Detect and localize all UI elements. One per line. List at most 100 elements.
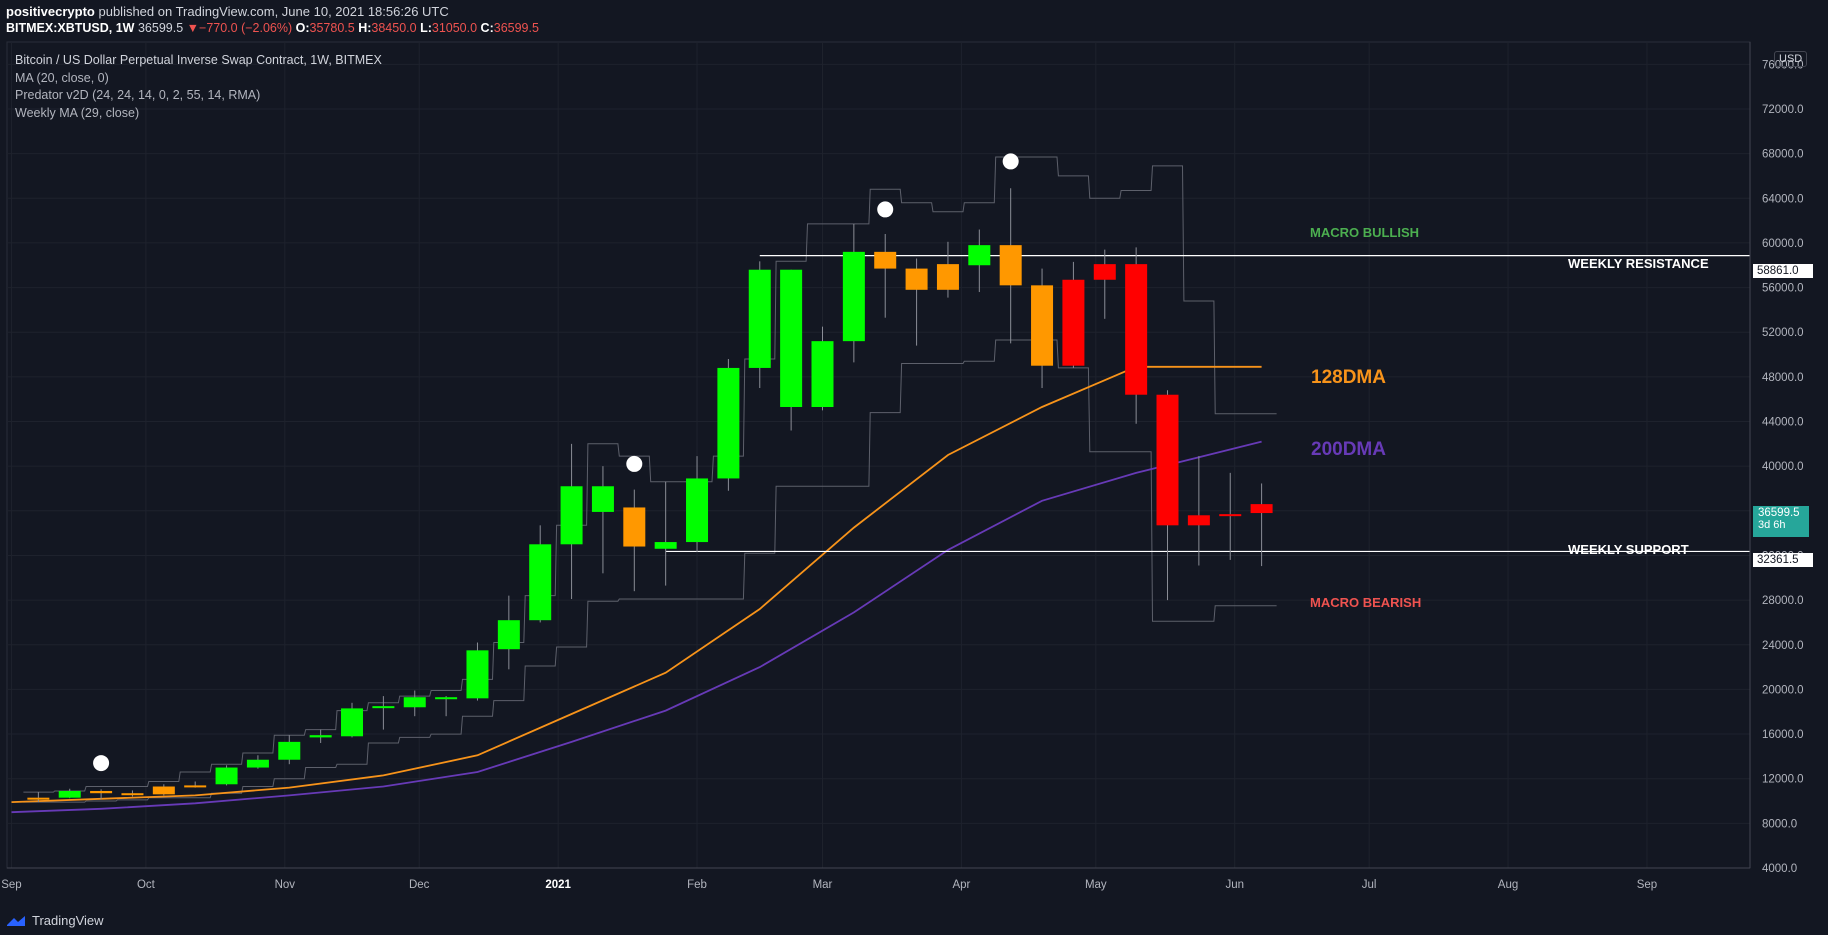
x-tick-label: Feb	[687, 879, 707, 891]
candle-body	[874, 251, 897, 269]
chart-axes: 4000.0 8000.0 12000.0 16000.0 20000.0 24000.0…	[1, 42, 1804, 891]
candle-body	[1219, 514, 1242, 517]
x-tick-label: Apr	[952, 879, 970, 891]
candle-body	[560, 486, 583, 545]
weekly-resistance-label: WEEKLY RESISTANCE	[1568, 256, 1709, 271]
candle-body	[780, 269, 803, 408]
candle-body	[27, 797, 50, 800]
x-tick-label: Oct	[137, 879, 156, 891]
currency-button[interactable]: USD	[1774, 51, 1808, 67]
candle-body	[246, 759, 269, 768]
candle-body	[121, 793, 144, 796]
candle-body	[905, 268, 928, 290]
candle-body	[1062, 279, 1085, 366]
ma-line-200dma	[11, 440, 1262, 814]
y-tick-label: 48000.0	[1762, 372, 1804, 384]
candle-body	[184, 785, 207, 788]
signal-markers	[93, 153, 1019, 772]
candle-body	[152, 786, 175, 795]
header-bar: positivecrypto published on TradingView.…	[0, 0, 1828, 40]
x-tick-label: May	[1085, 879, 1107, 891]
y-tick-label: 44000.0	[1762, 417, 1804, 429]
x-tick-label: Sep	[1637, 879, 1657, 891]
predator-lower-band	[23, 339, 1277, 803]
candle-body	[1125, 264, 1148, 395]
symbol-label[interactable]: BITMEX:XBTUSD, 1W	[6, 21, 135, 35]
macro-bearish-label: MACRO BEARISH	[1310, 595, 1422, 610]
legend-predator[interactable]: Predator v2D (24, 24, 14, 0, 2, 55, 14, …	[15, 88, 261, 102]
open-label: O:	[295, 21, 310, 35]
y-tick-label: 16000.0	[1762, 729, 1804, 741]
high-value: 38450.0	[371, 21, 417, 35]
candle-body	[215, 767, 238, 785]
x-tick-label: 2021	[545, 879, 571, 891]
tradingview-logo[interactable]: TradingView	[6, 913, 104, 928]
macro-bullish-label: MACRO BULLISH	[1310, 225, 1420, 240]
price-change: −770.0 (−2.06%)	[199, 21, 293, 35]
signal-dot	[877, 201, 894, 218]
legend-ma[interactable]: MA (20, close, 0)	[15, 70, 109, 85]
low-value: 31050.0	[431, 21, 478, 35]
candle-body	[717, 367, 740, 479]
support-price-tag: 32361.5	[1753, 553, 1813, 567]
candle-body	[654, 542, 677, 549]
candle-body	[497, 620, 520, 650]
author-name[interactable]: positivecrypto	[6, 4, 95, 19]
candle-body	[403, 697, 426, 708]
chart-grid	[6, 41, 1751, 869]
chart-legend: Bitcoin / US Dollar Perpetual Inverse Sw…	[15, 52, 382, 122]
y-tick-label: 56000.0	[1762, 283, 1804, 295]
down-arrow-icon: ▼	[186, 21, 200, 35]
x-tick-label: Jun	[1225, 879, 1244, 891]
candle-body	[1187, 515, 1210, 526]
weekly-support-label: WEEKLY SUPPORT	[1568, 542, 1689, 557]
publish-text: published on TradingView.com, June 10, 2…	[98, 4, 449, 19]
footer-bar: TradingView	[0, 903, 1828, 935]
y-tick-label: 76000.0	[1762, 59, 1804, 71]
legend-weekly-ma[interactable]: Weekly MA (29, close)	[15, 105, 140, 120]
y-tick-label: 20000.0	[1762, 684, 1804, 696]
candle-body	[686, 478, 709, 543]
y-tick-label: 4000.0	[1762, 863, 1797, 875]
support-resistance-levels	[665, 255, 1750, 553]
close-value: 36599.5	[493, 21, 539, 35]
y-tick-label: 40000.0	[1762, 461, 1804, 473]
candle-body	[1031, 285, 1054, 366]
signal-dot	[626, 455, 643, 472]
x-tick-label: Sep	[1, 879, 21, 891]
y-tick-label: 24000.0	[1762, 640, 1804, 652]
candle-body	[999, 245, 1022, 286]
last-price: 36599.5	[137, 21, 184, 35]
high-label: H:	[358, 21, 372, 35]
plot-frame	[6, 41, 1751, 869]
candle-body	[58, 790, 81, 798]
signal-dot	[1002, 153, 1019, 170]
candle-body	[748, 269, 771, 368]
bar-countdown: 3d 6h	[1758, 519, 1786, 531]
candle-body	[309, 735, 332, 738]
candle-body	[90, 790, 113, 794]
low-label: L:	[420, 21, 432, 35]
last-price-tag-value: 36599.5	[1758, 507, 1800, 519]
candle-body	[811, 341, 834, 408]
ma200-label: 200DMA	[1311, 439, 1386, 460]
candle-body	[842, 251, 865, 342]
open-value: 35780.5	[309, 21, 355, 35]
y-tick-label: 52000.0	[1762, 327, 1804, 339]
legend-title[interactable]: Bitcoin / US Dollar Perpetual Inverse Sw…	[15, 53, 382, 67]
candle-body	[372, 706, 395, 709]
moving-average-lines	[11, 365, 1262, 814]
signal-dot	[93, 755, 110, 772]
candle-body	[623, 507, 646, 547]
y-tick-label: 68000.0	[1762, 149, 1804, 161]
x-tick-label: Dec	[409, 879, 430, 891]
candle-body	[1156, 394, 1179, 526]
candle-body	[936, 264, 959, 290]
candle-body	[591, 486, 614, 512]
candlesticks	[27, 188, 1273, 803]
y-tick-label: 60000.0	[1762, 238, 1804, 250]
publish-info: positivecrypto published on TradingView.…	[6, 4, 449, 19]
last-price-tag: 36599.5 3d 6h	[1753, 506, 1809, 537]
predator-upper-band	[23, 156, 1277, 793]
